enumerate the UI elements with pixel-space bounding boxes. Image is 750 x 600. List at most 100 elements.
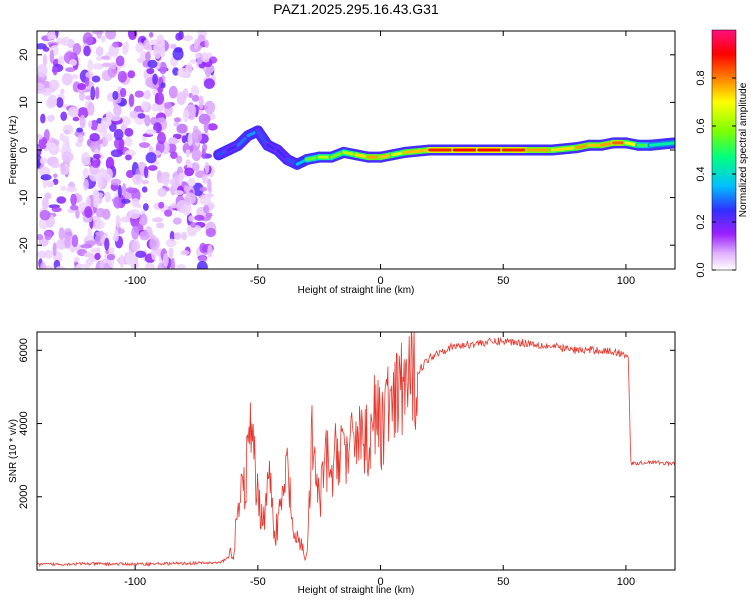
noise-blob xyxy=(124,154,132,161)
spectrogram-ytick-label: 10 xyxy=(18,96,30,108)
noise-blob xyxy=(105,133,113,142)
noise-blob xyxy=(85,196,91,210)
snr-xtick-label: -50 xyxy=(250,576,266,588)
noise-blob xyxy=(95,56,103,61)
noise-blob xyxy=(65,67,76,73)
noise-blob xyxy=(115,214,121,229)
noise-blob xyxy=(134,90,144,98)
noise-blob xyxy=(47,114,53,123)
noise-blob xyxy=(187,132,193,147)
snr-ylabel: SNR (10 * v/v) xyxy=(8,419,19,483)
noise-blob xyxy=(60,111,68,122)
colorbar-tick-label: 0.0 xyxy=(695,262,707,277)
noise-blob xyxy=(40,113,46,124)
noise-blob xyxy=(70,74,79,80)
noise-blob xyxy=(77,107,89,119)
noise-blob xyxy=(77,134,84,143)
noise-blob xyxy=(174,174,180,188)
noise-blob xyxy=(145,152,157,164)
noise-blob xyxy=(124,127,134,137)
noise-blob xyxy=(117,184,122,198)
noise-blob xyxy=(158,61,167,75)
noise-blob xyxy=(90,119,99,131)
noise-blob xyxy=(174,190,184,196)
spectrogram-xlabel: Height of straight line (km) xyxy=(298,285,415,296)
noise-blob xyxy=(181,135,187,144)
noise-blob xyxy=(37,154,42,167)
noise-blob xyxy=(95,207,106,218)
noise-blob xyxy=(147,165,158,171)
noise-blob xyxy=(185,149,191,158)
noise-blob xyxy=(123,41,129,54)
noise-blob xyxy=(173,122,180,127)
noise-blob xyxy=(139,230,150,241)
noise-blob xyxy=(143,39,150,51)
noise-blob xyxy=(157,102,164,113)
noise-blob xyxy=(37,82,45,94)
noise-blob xyxy=(113,104,122,117)
noise-blob xyxy=(190,85,200,98)
noise-blob xyxy=(51,206,62,213)
noise-blob xyxy=(131,240,141,252)
spectrogram-xtick-label: 0 xyxy=(377,275,383,287)
noise-blob xyxy=(117,70,128,83)
noise-blob xyxy=(83,178,89,191)
noise-blob xyxy=(52,242,57,257)
noise-blob xyxy=(124,136,133,147)
noise-blob xyxy=(148,31,154,38)
noise-blob xyxy=(172,47,184,61)
noise-blob xyxy=(79,114,86,129)
noise-blob xyxy=(155,92,165,105)
noise-blob xyxy=(204,39,209,48)
noise-blob xyxy=(203,120,209,134)
noise-blob xyxy=(66,186,78,193)
noise-blob xyxy=(42,53,48,67)
noise-blob xyxy=(84,206,93,219)
noise-blob xyxy=(44,249,54,259)
noise-blob xyxy=(177,67,190,78)
noise-blob xyxy=(170,257,175,269)
noise-blob xyxy=(73,256,80,263)
noise-blob xyxy=(193,38,199,50)
noise-blob xyxy=(157,86,164,93)
noise-blob xyxy=(176,123,188,134)
noise-blob xyxy=(115,55,125,67)
noise-blob xyxy=(164,209,173,217)
noise-blob xyxy=(187,177,196,187)
noise-blob xyxy=(158,201,165,209)
noise-blob xyxy=(61,73,73,86)
noise-blob xyxy=(37,234,44,241)
noise-blob xyxy=(90,86,96,101)
noise-blob xyxy=(201,148,207,160)
noise-blob xyxy=(203,78,215,89)
spectrogram-ylabel: Frequency (Hz) xyxy=(8,116,19,185)
noise-blob xyxy=(108,247,115,255)
noise-blob xyxy=(113,137,125,150)
noise-blob xyxy=(173,117,182,123)
noise-blob xyxy=(163,253,169,267)
snr-xtick-label: 0 xyxy=(377,576,383,588)
noise-blob xyxy=(146,67,155,75)
spectrogram-ytick-label: -20 xyxy=(18,237,30,253)
noise-blob xyxy=(64,234,71,249)
spectrogram-xtick-label: -50 xyxy=(250,275,266,287)
noise-blob xyxy=(155,249,161,256)
noise-blob xyxy=(180,249,190,256)
noise-blob xyxy=(182,109,190,123)
noise-blob xyxy=(149,237,160,251)
noise-blob xyxy=(204,161,210,174)
noise-blob xyxy=(163,102,173,109)
noise-blob xyxy=(49,49,55,64)
noise-blob xyxy=(110,149,123,158)
noise-blob xyxy=(72,42,82,56)
noise-blob xyxy=(191,129,203,144)
colorbar-tick-label: 0.2 xyxy=(695,214,707,229)
noise-blob xyxy=(120,216,132,223)
noise-blob xyxy=(37,133,44,141)
noise-blob xyxy=(157,187,167,197)
noise-blob xyxy=(105,31,117,40)
noise-blob xyxy=(140,101,149,111)
noise-blob xyxy=(105,168,113,181)
